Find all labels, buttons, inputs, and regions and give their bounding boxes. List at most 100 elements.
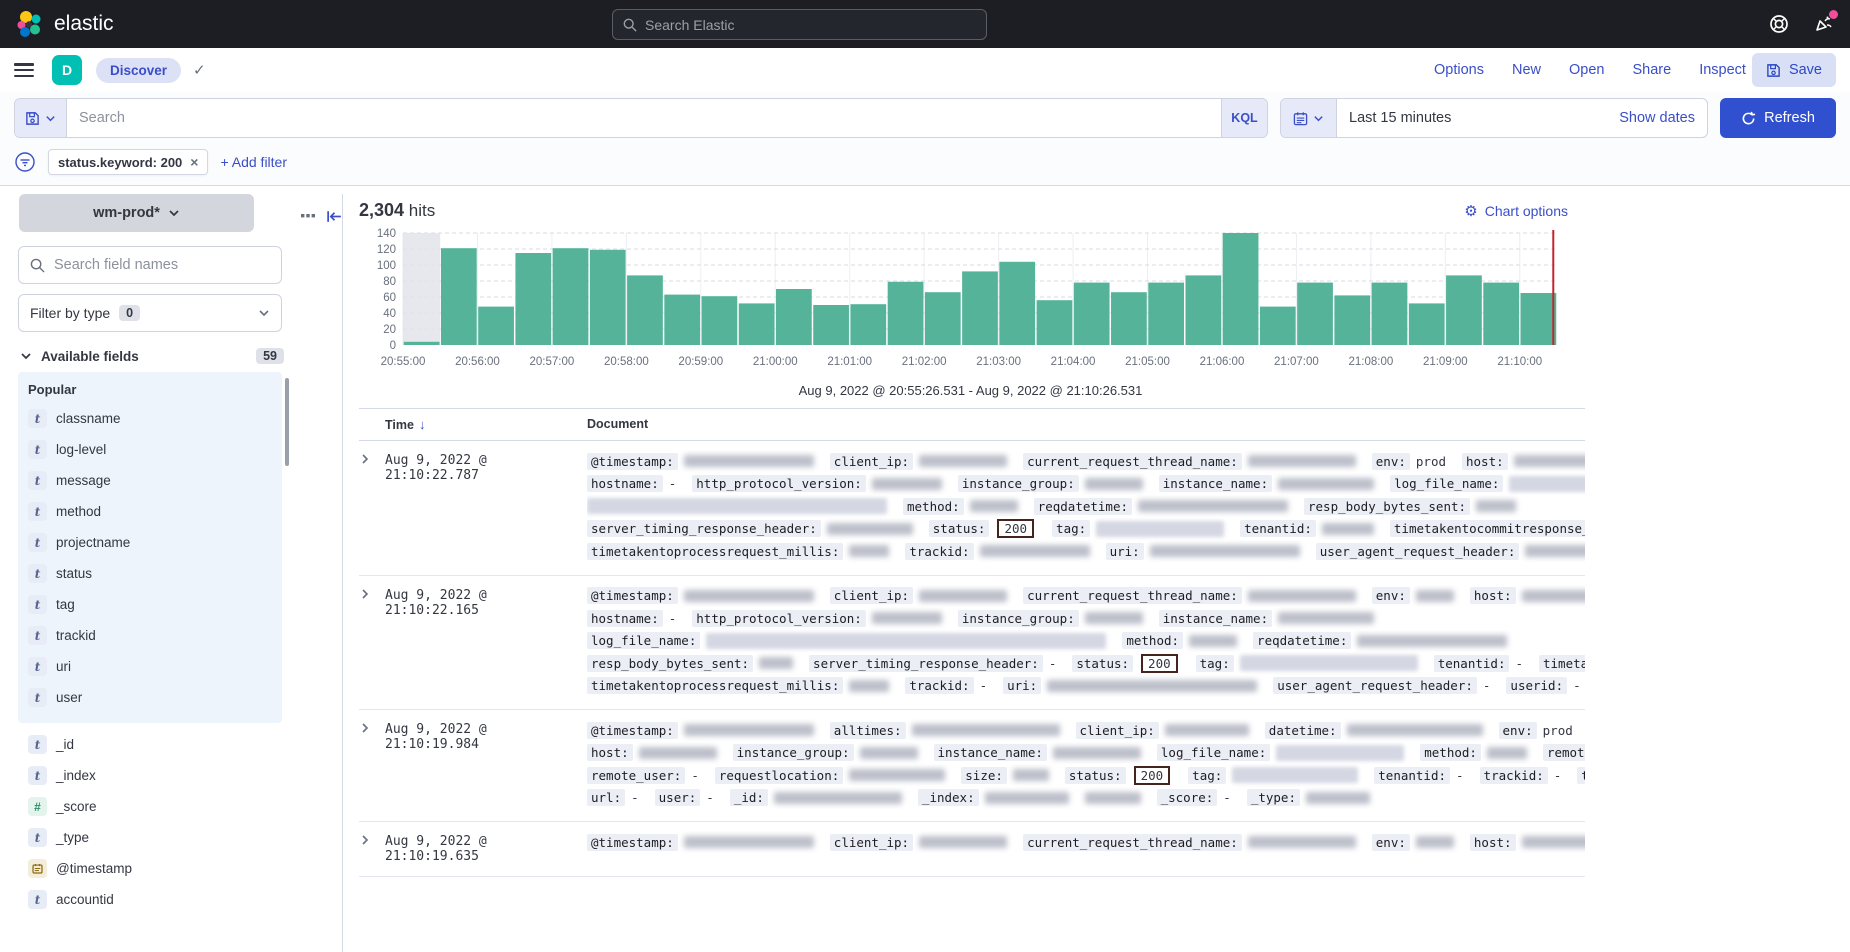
nav-action-share[interactable]: Share [1632, 62, 1671, 78]
redacted-field-value [1248, 455, 1356, 467]
expand-row-icon[interactable] [359, 585, 385, 698]
expand-row-icon[interactable] [359, 719, 385, 809]
field-item-message[interactable]: tmessage [26, 465, 274, 496]
menu-icon[interactable] [14, 63, 34, 77]
date-picker-quick-menu[interactable] [1281, 99, 1337, 137]
fields-sidebar: wm-prod* Search field names Filter by ty… [0, 186, 300, 952]
elastic-logo[interactable]: elastic [16, 10, 114, 38]
doc-field-name: trackid: [905, 543, 973, 560]
saved-query-menu-button[interactable] [15, 99, 67, 137]
field-search-input[interactable]: Search field names [18, 246, 282, 284]
doc-field-name: alltimes: [830, 722, 906, 739]
global-search-input[interactable]: Search Elastic [612, 9, 987, 40]
field-name: classname [56, 411, 121, 426]
field-item-_index[interactable]: t_index [26, 760, 274, 791]
redacted-field-value [970, 500, 1018, 512]
field-item-user[interactable]: tuser [26, 682, 274, 713]
available-fields-header[interactable]: Available fields 59 [20, 348, 284, 364]
redacted-field-value [1525, 545, 1585, 557]
expand-row-icon[interactable] [359, 450, 385, 563]
redacted-field-value [827, 523, 913, 535]
chevron-down-icon [20, 350, 32, 362]
field-item-method[interactable]: tmethod [26, 496, 274, 527]
field-item-@timestamp[interactable]: @timestamp [26, 853, 274, 884]
kql-search-input[interactable]: Search [67, 99, 1221, 137]
string-field-icon: t [28, 890, 47, 909]
chart-options-button[interactable]: ⚙ Chart options [1464, 202, 1568, 220]
field-name: @timestamp [56, 861, 132, 876]
add-filter-button[interactable]: + Add filter [220, 154, 287, 170]
news-feed-icon[interactable] [1812, 13, 1834, 35]
field-item-_id[interactable]: t_id [26, 729, 274, 760]
doc-field-name: host: [1470, 587, 1516, 604]
doc-field-name: remote_id: [1543, 744, 1585, 761]
show-dates-button[interactable]: Show dates [1607, 99, 1707, 137]
breadcrumb-discover[interactable]: Discover [96, 58, 181, 83]
row-timestamp: Aug 9, 2022 @ 21:10:19.984 [385, 719, 587, 809]
nav-action-new[interactable]: New [1512, 62, 1541, 78]
svg-text:21:10:00: 21:10:00 [1497, 356, 1542, 368]
field-list-scrollbar[interactable] [285, 378, 289, 466]
doc-field-name: tag: [1188, 767, 1226, 784]
save-button[interactable]: Save [1752, 53, 1836, 87]
doc-field-name: size: [961, 767, 1007, 784]
redacted-field-value [684, 455, 814, 467]
string-field-icon: t [28, 440, 47, 459]
doc-field-name: user_agent_request_header: [1316, 543, 1520, 560]
doc-field-name: current_request_thread_name: [1023, 587, 1242, 604]
string-field-icon: t [28, 688, 47, 707]
redacted-field-value [1240, 655, 1418, 671]
sort-descending-icon[interactable]: ↓ [419, 417, 426, 432]
chevron-down-icon [258, 307, 270, 319]
check-icon[interactable]: ✓ [193, 61, 206, 79]
expand-row-icon[interactable] [359, 831, 385, 864]
kql-language-button[interactable]: KQL [1221, 99, 1267, 137]
time-column-header[interactable]: Time ↓ [359, 417, 587, 432]
field-statistics-grid-icon[interactable] [300, 209, 316, 225]
remove-filter-icon[interactable]: × [190, 154, 198, 170]
collapse-sidebar-icon[interactable] [326, 208, 343, 225]
filter-by-type-select[interactable]: Filter by type 0 [18, 294, 282, 332]
refresh-button-label: Refresh [1764, 110, 1815, 126]
chart-time-range-subtitle: Aug 9, 2022 @ 20:55:26.531 - Aug 9, 2022… [359, 383, 1582, 398]
field-item-uri[interactable]: turi [26, 651, 274, 682]
redacted-field-value [1276, 745, 1404, 761]
field-item-projectname[interactable]: tprojectname [26, 527, 274, 558]
field-item-tag[interactable]: ttag [26, 589, 274, 620]
nav-action-inspect[interactable]: Inspect [1699, 62, 1746, 78]
chevron-down-icon [168, 207, 180, 219]
index-pattern-name: wm-prod* [93, 205, 160, 221]
space-avatar[interactable]: D [52, 55, 82, 85]
string-field-icon: t [28, 564, 47, 583]
filter-pill-status-keyword[interactable]: status.keyword: 200 × [48, 149, 208, 175]
svg-text:140: 140 [377, 228, 396, 240]
field-name: accountid [56, 892, 114, 907]
redacted-field-value [1248, 836, 1356, 848]
index-pattern-switcher[interactable]: wm-prod* [19, 194, 254, 232]
hits-histogram[interactable]: 02040608010012014020:55:0020:56:0020:57:… [359, 225, 1582, 377]
redacted-field-value [1096, 521, 1224, 537]
svg-text:80: 80 [383, 276, 396, 288]
svg-text:0: 0 [390, 340, 396, 352]
row-timestamp: Aug 9, 2022 @ 21:10:22.787 [385, 450, 587, 563]
doc-field-name: type: [1577, 767, 1585, 784]
field-item-_type[interactable]: t_type [26, 822, 274, 853]
field-item-classname[interactable]: tclassname [26, 403, 274, 434]
doc-field-name: user_agent_request_header: [1273, 677, 1477, 694]
help-icon[interactable] [1768, 13, 1790, 35]
doc-field-name: client_ip: [830, 453, 913, 470]
doc-field-name: userid: [1506, 677, 1567, 694]
nav-action-options[interactable]: Options [1434, 62, 1484, 78]
field-item-log-level[interactable]: tlog-level [26, 434, 274, 465]
field-item-accountid[interactable]: t accountid [26, 884, 274, 915]
filter-menu-icon[interactable] [14, 151, 36, 173]
time-range-value[interactable]: Last 15 minutes [1337, 99, 1607, 137]
nav-action-open[interactable]: Open [1569, 62, 1604, 78]
doc-field-value: - [1554, 768, 1562, 783]
field-item-_score[interactable]: #_score [26, 791, 274, 822]
redacted-field-value [684, 836, 814, 848]
field-item-trackid[interactable]: ttrackid [26, 620, 274, 651]
field-item-status[interactable]: tstatus [26, 558, 274, 589]
date-field-icon [28, 859, 47, 878]
refresh-button[interactable]: Refresh [1720, 98, 1836, 138]
